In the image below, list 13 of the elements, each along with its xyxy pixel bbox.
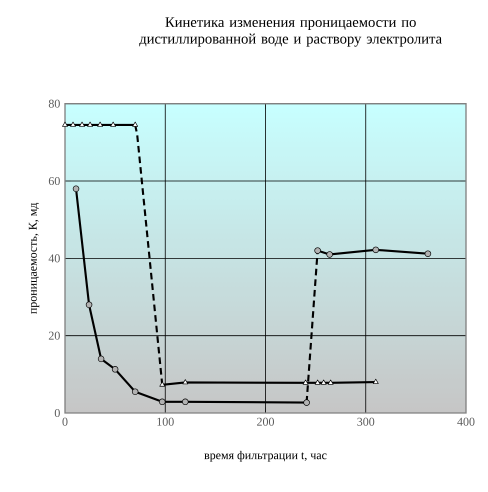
y-axis-title: проницаемость, К, мд [28, 202, 40, 314]
y-tick-label: 20 [48, 332, 60, 340]
x-tick-label: 0 [62, 418, 68, 426]
chart-title: Кинетика изменения проницаемости по дистиллированной воде и раствору электролита [139, 17, 442, 47]
y-tick-label: 40 [48, 254, 60, 262]
y-tick-label: 80 [48, 100, 60, 108]
y-tick-label: 60 [48, 176, 60, 186]
x-tick-label: 300 [357, 418, 374, 426]
x-axis-title: время фильтрации t, час [204, 450, 327, 462]
x-tick-label: 100 [157, 418, 174, 426]
x-tick-label: 400 [457, 418, 475, 426]
y-tick-label: 0 [54, 408, 60, 418]
x-tick-label: 200 [257, 418, 274, 426]
